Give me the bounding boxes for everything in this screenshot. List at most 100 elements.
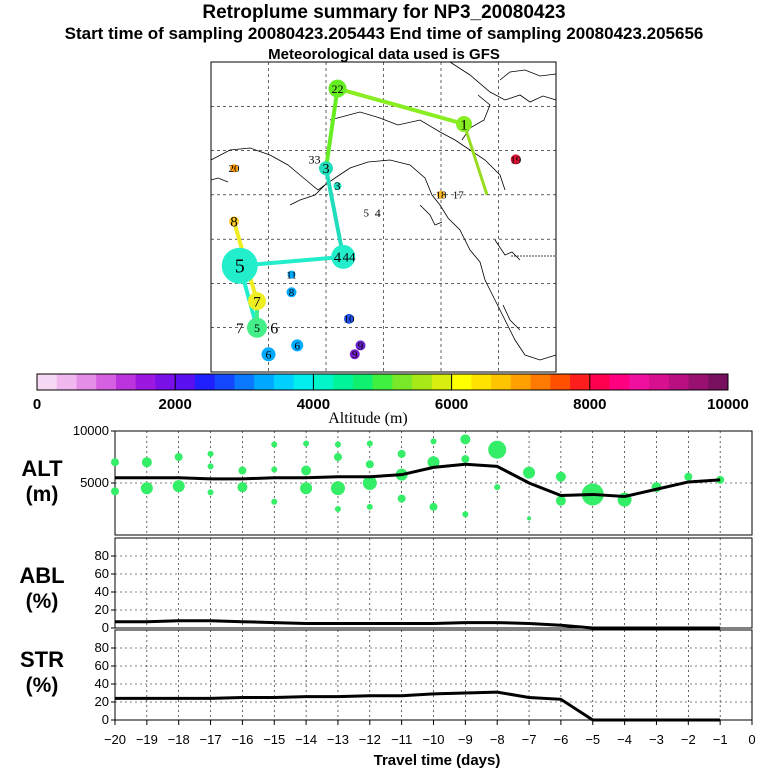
colorbar-cell <box>135 374 156 390</box>
colorbar-cell <box>313 374 334 390</box>
colorbar-cell <box>431 374 453 390</box>
y-tick-label: 80 <box>95 548 109 563</box>
x-tick-label: −4 <box>617 732 632 747</box>
colorbar-cell <box>412 374 433 390</box>
trajectory-label: 5 <box>235 256 245 278</box>
trajectory-label: 8 <box>289 287 295 299</box>
trajectory-segment <box>462 123 489 196</box>
trajectory-label: 4 <box>375 206 381 220</box>
x-tick-label: −17 <box>200 732 222 747</box>
trajectory-label: 33 <box>309 153 321 167</box>
alt-bubble <box>237 482 248 493</box>
colorbar-cell <box>96 374 117 390</box>
alt-bubble <box>300 482 313 495</box>
str-unit: (%) <box>26 674 59 697</box>
x-tick-label: 0 <box>748 732 755 747</box>
abl-unit: (%) <box>26 590 59 613</box>
alt-bubble <box>365 460 374 469</box>
alt-bubble <box>334 506 341 512</box>
y-tick-label: 60 <box>95 658 109 673</box>
colorbar-cell <box>352 374 374 390</box>
y-tick-label: 10000 <box>73 423 109 438</box>
str-label: STR <box>20 647 64 672</box>
x-tick-label: −13 <box>327 732 349 747</box>
trajectory-marker <box>261 347 276 362</box>
trajectory-label: 3 <box>335 179 341 193</box>
alt-bubble <box>684 472 693 481</box>
colorbar-cell <box>392 374 413 390</box>
colorbar-cell <box>491 374 512 390</box>
alt-bubble <box>461 455 470 464</box>
alt-bubble <box>366 440 373 447</box>
alt-bubble <box>429 502 438 511</box>
x-tick-label: −19 <box>136 732 158 747</box>
y-tick-label: 80 <box>95 640 109 655</box>
colorbar-cell <box>570 374 591 390</box>
trajectory-label: 9 <box>358 340 364 352</box>
trajectory-label: 9 <box>352 349 358 361</box>
abl-y-tick-labels: 0 20 40 60 80 <box>95 548 115 635</box>
colorbar-cell <box>234 374 255 390</box>
colorbar-cell <box>56 374 77 390</box>
trajectory-marker <box>456 116 472 132</box>
trajectory-label: 4 <box>334 250 342 266</box>
trajectory-label: 17 <box>453 190 465 202</box>
trajectory-marker <box>319 161 333 176</box>
y-tick-label: 40 <box>95 584 109 599</box>
colorbar-cell <box>451 374 472 390</box>
x-axis-label: Travel time (days) <box>374 752 501 768</box>
trajectory-label: 18 <box>436 190 448 202</box>
x-tick-labels: −20 −19 −18 −17 −16 −15 −14 −13 −12 −11 −10 −9 −8 −7−… <box>104 720 756 747</box>
colorbar-cell <box>155 374 176 390</box>
colorbar-cell <box>471 374 492 390</box>
alt-bubble <box>427 456 440 469</box>
x-tick-label: −12 <box>359 732 381 747</box>
trajectory-label: 5 <box>364 207 370 219</box>
x-tick-label: −14 <box>295 732 317 747</box>
x-tick-label: −15 <box>263 732 285 747</box>
y-tick-label: 0 <box>102 712 109 727</box>
x-tick-label: −10 <box>422 732 444 747</box>
x-tick-label: −2 <box>681 732 696 747</box>
trajectory-label: 7 <box>253 294 261 310</box>
colorbar-cell <box>194 374 216 390</box>
colorbar-cell <box>708 374 729 390</box>
alt-bubble <box>271 498 278 505</box>
colorbar-cell <box>333 374 354 390</box>
colorbar-tick-label: 10000 <box>707 396 749 413</box>
x-tick-label: −20 <box>104 732 126 747</box>
alt-bubble <box>366 503 373 510</box>
trajectory-marker <box>287 270 296 279</box>
trajectory-label: 5 <box>254 321 260 335</box>
alt-bubble <box>111 487 119 496</box>
alt-bubble <box>207 463 214 470</box>
colorbar-cell <box>76 374 97 390</box>
y-tick-label: 60 <box>95 566 109 581</box>
alt-bubble <box>174 453 183 461</box>
x-tick-label: −3 <box>649 732 664 747</box>
colorbar-tick-label: 6000 <box>435 396 468 413</box>
trajectory-marker <box>328 79 347 98</box>
alt-bubble <box>555 471 566 482</box>
colorbar-cell <box>530 374 551 390</box>
map-gridlines <box>211 62 556 372</box>
colorbar-tick-label: 2000 <box>159 396 192 413</box>
colorbar-cell <box>254 374 275 390</box>
colorbar-cell <box>293 374 314 390</box>
trajectory-label: 20 <box>229 163 241 175</box>
abl-line <box>115 619 721 630</box>
alt-bubble <box>494 484 501 491</box>
colorbar-cell <box>214 374 235 390</box>
alt-bubble <box>362 476 377 490</box>
trajectory-label: 22 <box>332 82 344 96</box>
alt-bubble <box>555 495 566 506</box>
colorbar-cell <box>175 374 196 390</box>
x-tick-label: −7 <box>522 732 537 747</box>
sampling-times: Start time of sampling 20080423.205443 E… <box>64 24 704 43</box>
trajectory-marker <box>229 216 239 227</box>
trajectory-marker <box>333 182 342 190</box>
str-y-tick-labels: 0 20 40 60 80 <box>95 640 115 727</box>
